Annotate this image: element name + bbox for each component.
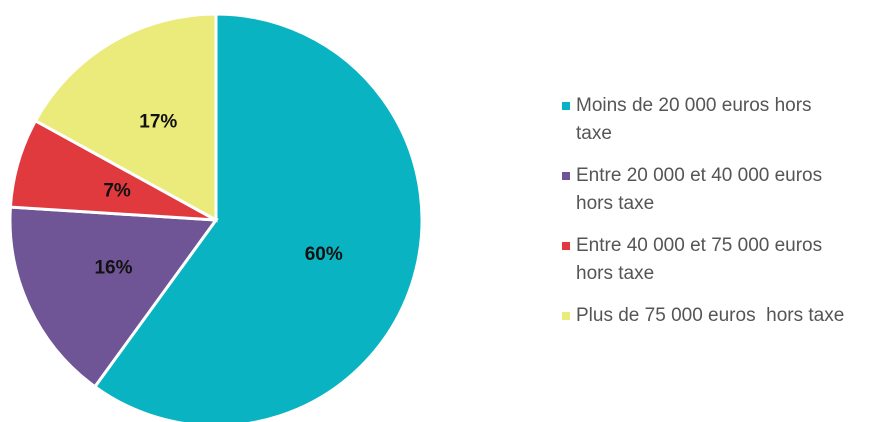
data-label: 7% bbox=[103, 180, 131, 201]
legend: Moins de 20 000 euros hors taxe Entre 20 … bbox=[562, 92, 862, 344]
legend-swatch bbox=[562, 172, 570, 180]
data-label: 16% bbox=[94, 257, 132, 278]
legend-item: Entre 20 000 et 40 000 euros hors taxe bbox=[562, 162, 862, 218]
pie-slice bbox=[33, 12, 218, 223]
legend-label: Moins de 20 000 euros hors taxe bbox=[576, 95, 817, 144]
legend-label: Plus de 75 000 euros hors taxe bbox=[576, 305, 845, 326]
legend-swatch bbox=[562, 242, 570, 250]
legend-label: Entre 20 000 et 40 000 euros hors taxe bbox=[576, 165, 828, 214]
data-label: 60% bbox=[305, 244, 343, 265]
legend-swatch bbox=[562, 102, 570, 110]
legend-item: Moins de 20 000 euros hors taxe bbox=[562, 92, 862, 148]
legend-item: Plus de 75 000 euros hors taxe bbox=[562, 302, 862, 330]
legend-label: Entre 40 000 et 75 000 euros hors taxe bbox=[576, 235, 828, 284]
data-label: 17% bbox=[139, 111, 177, 132]
legend-item: Entre 40 000 et 75 000 euros hors taxe bbox=[562, 232, 862, 288]
pie-slice bbox=[8, 205, 219, 389]
legend-swatch bbox=[562, 312, 570, 320]
pie-slice bbox=[92, 12, 424, 422]
